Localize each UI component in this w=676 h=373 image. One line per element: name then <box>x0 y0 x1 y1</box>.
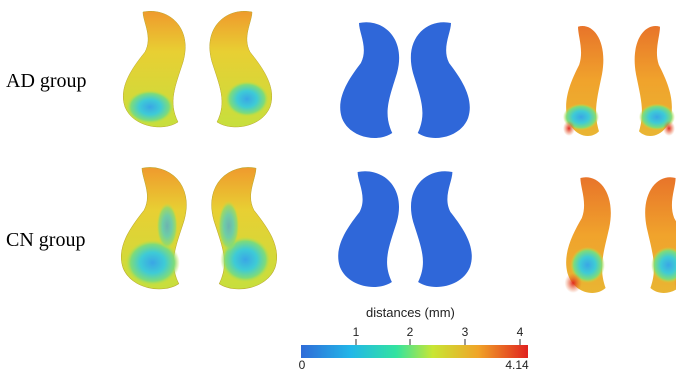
cn-third-left-shape <box>564 177 611 293</box>
colorbar-ticks <box>355 339 521 345</box>
colorbar <box>301 345 528 358</box>
colorbar-title: distances (mm) <box>366 305 455 320</box>
ad-blue-left-shape <box>340 22 400 139</box>
ad-lateral-left-shape <box>122 10 186 128</box>
row-label-ad: AD group <box>6 70 87 92</box>
row-label-cn: CN group <box>6 229 86 251</box>
ad-blue-right-shape <box>410 22 470 139</box>
ad-third-left-shape <box>563 26 604 136</box>
colorbar-tick-3: 3 <box>461 325 469 339</box>
colorbar-min-label: 0 <box>298 358 306 372</box>
ad-third-right-shape <box>634 26 675 136</box>
cn-third-right-shape <box>645 177 676 293</box>
colorbar-max-label: 4.14 <box>505 358 529 372</box>
cn-blue-left-shape <box>338 171 400 287</box>
cn-lateral-right-shape <box>211 166 278 290</box>
cn-lateral-left-shape <box>120 166 187 290</box>
ad-lateral-right-shape <box>209 10 273 128</box>
colorbar-tick-2: 2 <box>406 325 414 339</box>
cn-blue-right-shape <box>410 171 472 287</box>
colorbar-tick-1: 1 <box>352 325 360 339</box>
colorbar-tick-4: 4 <box>516 325 524 339</box>
